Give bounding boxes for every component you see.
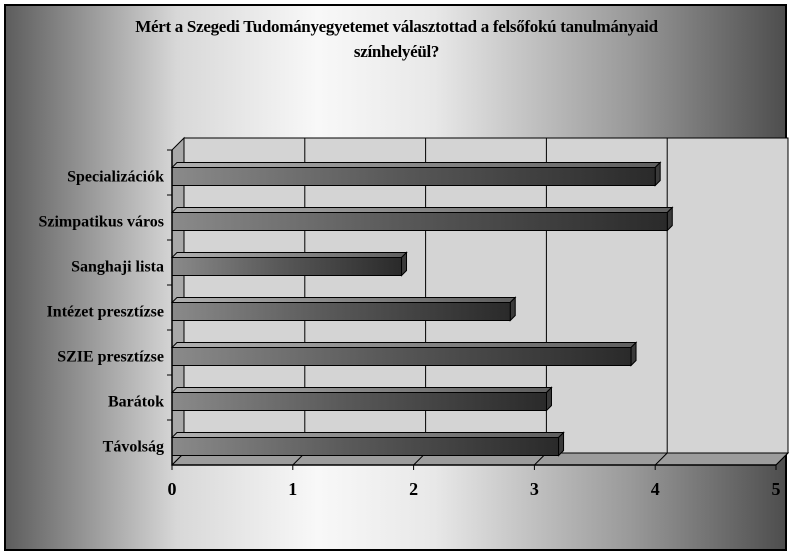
category-label: Távolság xyxy=(103,439,164,456)
bar xyxy=(171,347,632,366)
bar xyxy=(171,392,547,411)
category-label: Sanghaji lista xyxy=(71,259,164,276)
chart-title-line-2: színhelyéül? xyxy=(353,42,440,61)
category-label: Szimpatikus város xyxy=(38,214,164,231)
bar-top xyxy=(170,297,517,303)
category-label: SZIE presztízse xyxy=(57,349,164,366)
gridline-floor xyxy=(775,452,789,466)
category-labels: Specializációk Szimpatikus város Sanghaji … xyxy=(38,169,164,456)
bar-top xyxy=(170,252,408,258)
axes xyxy=(167,149,777,470)
bar xyxy=(171,437,560,456)
bar-top xyxy=(170,207,674,213)
category-label: Barátok xyxy=(108,394,164,411)
bar-top xyxy=(170,342,638,348)
bar xyxy=(171,167,656,186)
x-tick-label: 3 xyxy=(530,479,539,499)
x-tick-label: 1 xyxy=(288,479,297,499)
bar-top xyxy=(170,162,662,168)
category-label: Intézet presztízse xyxy=(47,304,164,321)
category-label: Specializációk xyxy=(67,169,164,186)
bars xyxy=(170,161,674,457)
bar xyxy=(171,212,668,231)
x-tick-label: 0 xyxy=(168,479,177,499)
bar-top xyxy=(170,387,553,393)
x-tick-label: 2 xyxy=(409,479,418,499)
x-tick-label: 4 xyxy=(651,479,660,499)
bar xyxy=(171,302,511,321)
x-tick-label: 5 xyxy=(772,479,781,499)
gridline-floor xyxy=(654,452,668,466)
x-tick-labels: 0 1 2 3 4 5 xyxy=(168,479,781,499)
bar xyxy=(171,257,403,276)
chart-title-line-1: Mért a Szegedi Tudományegyetemet választ… xyxy=(135,17,658,36)
bar-top xyxy=(170,432,565,438)
